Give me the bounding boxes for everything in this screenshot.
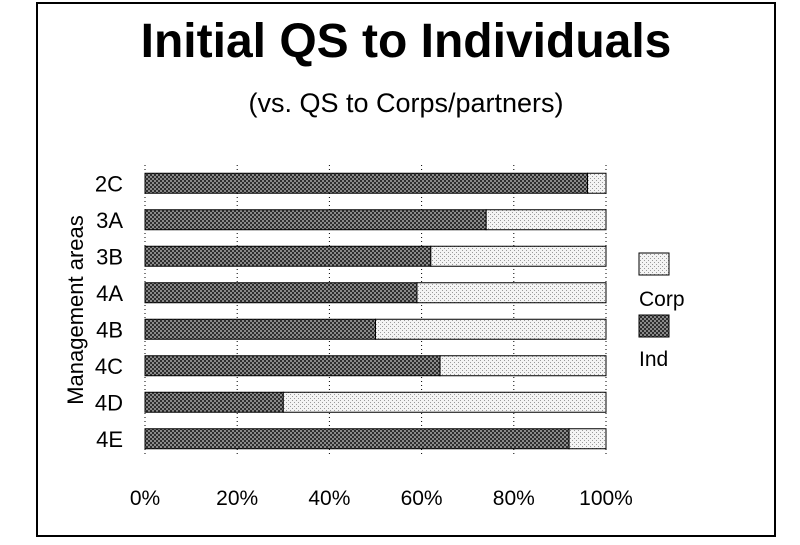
- chart-subtitle: (vs. QS to Corps/partners): [248, 88, 564, 118]
- category-label: 4B: [96, 317, 123, 342]
- category-label: 4E: [96, 427, 123, 452]
- bar-ind-4d: [144, 391, 284, 413]
- x-tick-label: 40%: [308, 487, 350, 510]
- x-tick-label: 20%: [216, 487, 258, 510]
- legend-label-ind: Ind: [639, 348, 669, 371]
- bar-corp-3b: [430, 245, 607, 267]
- legend-swatch-corp: [638, 252, 670, 276]
- bar-ind-4e: [144, 428, 570, 450]
- x-tick-label: 60%: [401, 487, 443, 510]
- bar-ind-2c: [144, 172, 589, 194]
- bar-corp-4a: [416, 282, 607, 304]
- bar-ind-3a: [144, 209, 487, 231]
- bar-corp-3a: [485, 209, 607, 231]
- x-tick-label: 0%: [130, 487, 160, 510]
- bar-corp-4d: [282, 391, 607, 413]
- legend-label-corp: Corp: [639, 288, 685, 311]
- category-label: 4A: [96, 281, 123, 306]
- x-tick-label: 100%: [579, 487, 633, 510]
- legend-swatch-ind: [638, 314, 670, 338]
- x-tick-label: 80%: [493, 487, 535, 510]
- bar-ind-3b: [144, 245, 432, 267]
- category-label: 4C: [95, 354, 123, 379]
- category-label: 4D: [95, 390, 123, 415]
- category-label: 3A: [96, 208, 123, 233]
- chart-title: Initial QS to Individuals: [140, 15, 672, 68]
- category-label: 2C: [95, 171, 123, 196]
- bar-corp-2c: [587, 172, 607, 194]
- bar-ind-4c: [144, 355, 441, 377]
- bar-corp-4b: [375, 318, 607, 340]
- bar-ind-4b: [144, 318, 376, 340]
- bar-corp-4c: [439, 355, 607, 377]
- bar-corp-4e: [568, 428, 607, 450]
- bar-ind-4a: [144, 282, 418, 304]
- category-label: 3B: [96, 244, 123, 269]
